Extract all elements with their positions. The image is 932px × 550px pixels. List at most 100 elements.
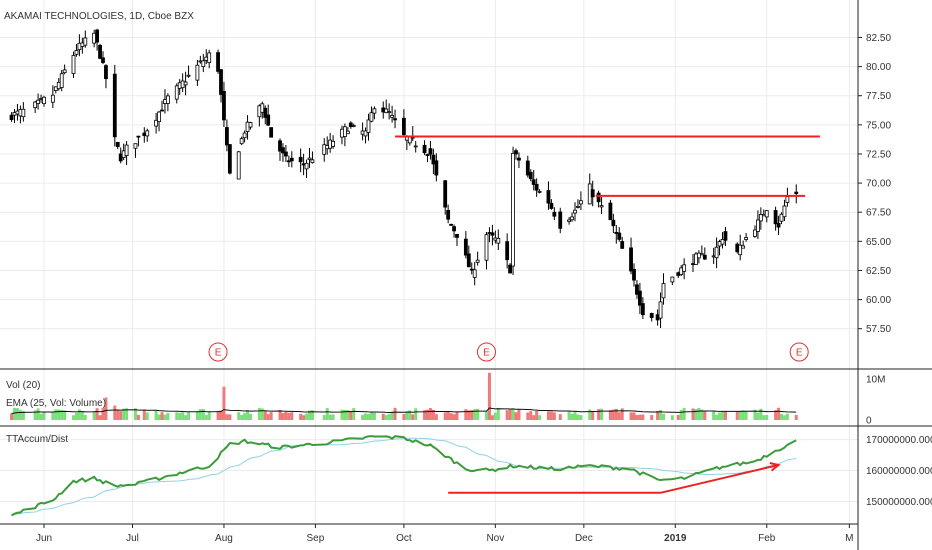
candle (490, 224, 495, 246)
volume-bar (452, 414, 456, 420)
volume-bar (80, 410, 84, 420)
candle-body (216, 52, 220, 72)
candle (567, 217, 571, 225)
candle-body (165, 95, 170, 104)
candle (50, 85, 55, 109)
candle-body (640, 303, 645, 316)
candle (322, 138, 327, 162)
volume-bar (278, 409, 282, 420)
candle-body (101, 57, 105, 63)
volume-bar (95, 408, 99, 420)
candle (576, 199, 580, 209)
volume-bar (181, 412, 185, 420)
candle (33, 100, 38, 114)
volume-bar (405, 411, 409, 420)
candle-body (260, 103, 265, 113)
candle (620, 236, 625, 249)
candle (443, 180, 448, 215)
time-tick-label: Dec (575, 533, 593, 544)
volume-bar (154, 409, 158, 420)
volume-bar (635, 415, 639, 420)
volume-bar (670, 415, 674, 420)
volume-bar (493, 412, 497, 420)
candle-body (281, 147, 285, 154)
candle-body (33, 101, 38, 109)
indicator-trendline-arrowhead (769, 462, 781, 472)
volume-bar (567, 411, 571, 420)
candle-body (587, 183, 592, 205)
earnings-marker-circle (477, 342, 496, 362)
candle-body (537, 190, 542, 193)
candle-body (449, 223, 454, 226)
candle-body (104, 65, 108, 79)
candle-body (42, 96, 46, 105)
volume-bar (204, 414, 208, 420)
candle-body (239, 138, 244, 145)
indicator-tick-label: 150000000.0000 (866, 497, 932, 508)
candle (514, 148, 518, 160)
candle (195, 60, 200, 86)
candle-body (649, 313, 654, 319)
candle-body (573, 209, 577, 214)
volume-bar (517, 409, 521, 420)
volume-bar (201, 408, 205, 420)
volume-bar (611, 409, 615, 420)
candle (387, 103, 392, 120)
candle-body (691, 263, 695, 265)
volume-bar (216, 410, 220, 420)
candle (9, 112, 14, 122)
chart-title: AKAMAI TECHNOLOGIES, 1D, Cboe BZX (4, 11, 194, 22)
candle (413, 141, 418, 153)
volume-bar (98, 415, 102, 420)
candle (286, 155, 291, 167)
volume-bar (431, 409, 435, 420)
volume-bar (260, 408, 264, 420)
candle (269, 127, 274, 138)
candle (779, 212, 784, 225)
candle (505, 233, 510, 269)
volume-bar (496, 407, 500, 420)
candle-body (517, 157, 521, 161)
volume-bar (393, 407, 397, 420)
volume-bar (299, 413, 303, 420)
candle (511, 146, 515, 275)
candle (227, 144, 232, 175)
volume-bar (21, 410, 25, 420)
earnings-marker-label: E (483, 348, 490, 359)
candle (694, 252, 698, 265)
volume-bar (756, 412, 760, 420)
candle-body (776, 222, 781, 228)
candle-body (413, 145, 418, 148)
volume-bar (402, 414, 406, 420)
candle (289, 151, 294, 168)
candle (741, 240, 746, 249)
candle (401, 109, 406, 137)
volume-bar (266, 414, 270, 420)
candle-body (331, 140, 336, 147)
volume-bar (434, 414, 438, 420)
candle (71, 51, 76, 78)
candle (579, 191, 583, 210)
volume-bar (187, 412, 191, 420)
candle (393, 109, 397, 129)
candle-body (723, 231, 728, 241)
candle-body (549, 202, 554, 209)
candle-body (307, 157, 312, 161)
volume-tick-label: 0 (866, 416, 872, 427)
volume-bar (579, 415, 583, 420)
candle-body (472, 269, 477, 278)
volume-bar (650, 415, 654, 420)
candle (570, 212, 574, 222)
volume-bar (387, 414, 391, 420)
candle-body (289, 157, 294, 162)
candle-body (635, 284, 639, 295)
volume-bar (284, 411, 288, 420)
indicator-title: TTAccum/Dist (6, 434, 68, 445)
volume-bar (222, 386, 226, 420)
volume-bar (249, 413, 252, 420)
candle-body (694, 253, 698, 265)
candle (508, 263, 513, 274)
candle-body (18, 109, 23, 117)
candle-body (269, 127, 274, 138)
